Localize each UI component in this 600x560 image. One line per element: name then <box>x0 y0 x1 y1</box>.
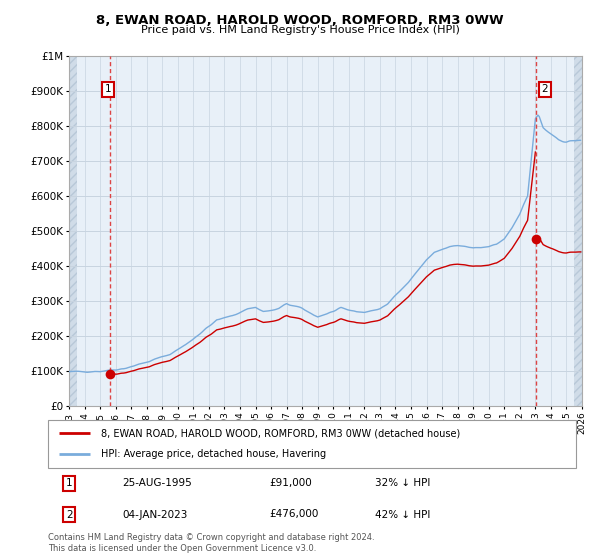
Bar <box>69 56 77 406</box>
Text: £91,000: £91,000 <box>270 478 313 488</box>
Text: Price paid vs. HM Land Registry's House Price Index (HPI): Price paid vs. HM Land Registry's House … <box>140 25 460 35</box>
Text: 8, EWAN ROAD, HAROLD WOOD, ROMFORD, RM3 0WW (detached house): 8, EWAN ROAD, HAROLD WOOD, ROMFORD, RM3 … <box>101 428 460 438</box>
Text: Contains HM Land Registry data © Crown copyright and database right 2024.
This d: Contains HM Land Registry data © Crown c… <box>48 533 374 553</box>
FancyBboxPatch shape <box>48 420 576 468</box>
Text: 42% ↓ HPI: 42% ↓ HPI <box>376 510 431 520</box>
Text: £476,000: £476,000 <box>270 510 319 520</box>
Text: 32% ↓ HPI: 32% ↓ HPI <box>376 478 431 488</box>
Text: 2: 2 <box>542 84 548 94</box>
Text: 1: 1 <box>66 478 73 488</box>
Bar <box>574 56 582 406</box>
Text: 25-AUG-1995: 25-AUG-1995 <box>122 478 191 488</box>
Text: HPI: Average price, detached house, Havering: HPI: Average price, detached house, Have… <box>101 449 326 459</box>
Text: 2: 2 <box>66 510 73 520</box>
Text: 8, EWAN ROAD, HAROLD WOOD, ROMFORD, RM3 0WW: 8, EWAN ROAD, HAROLD WOOD, ROMFORD, RM3 … <box>96 14 504 27</box>
Text: 1: 1 <box>104 84 111 94</box>
Text: 04-JAN-2023: 04-JAN-2023 <box>122 510 187 520</box>
